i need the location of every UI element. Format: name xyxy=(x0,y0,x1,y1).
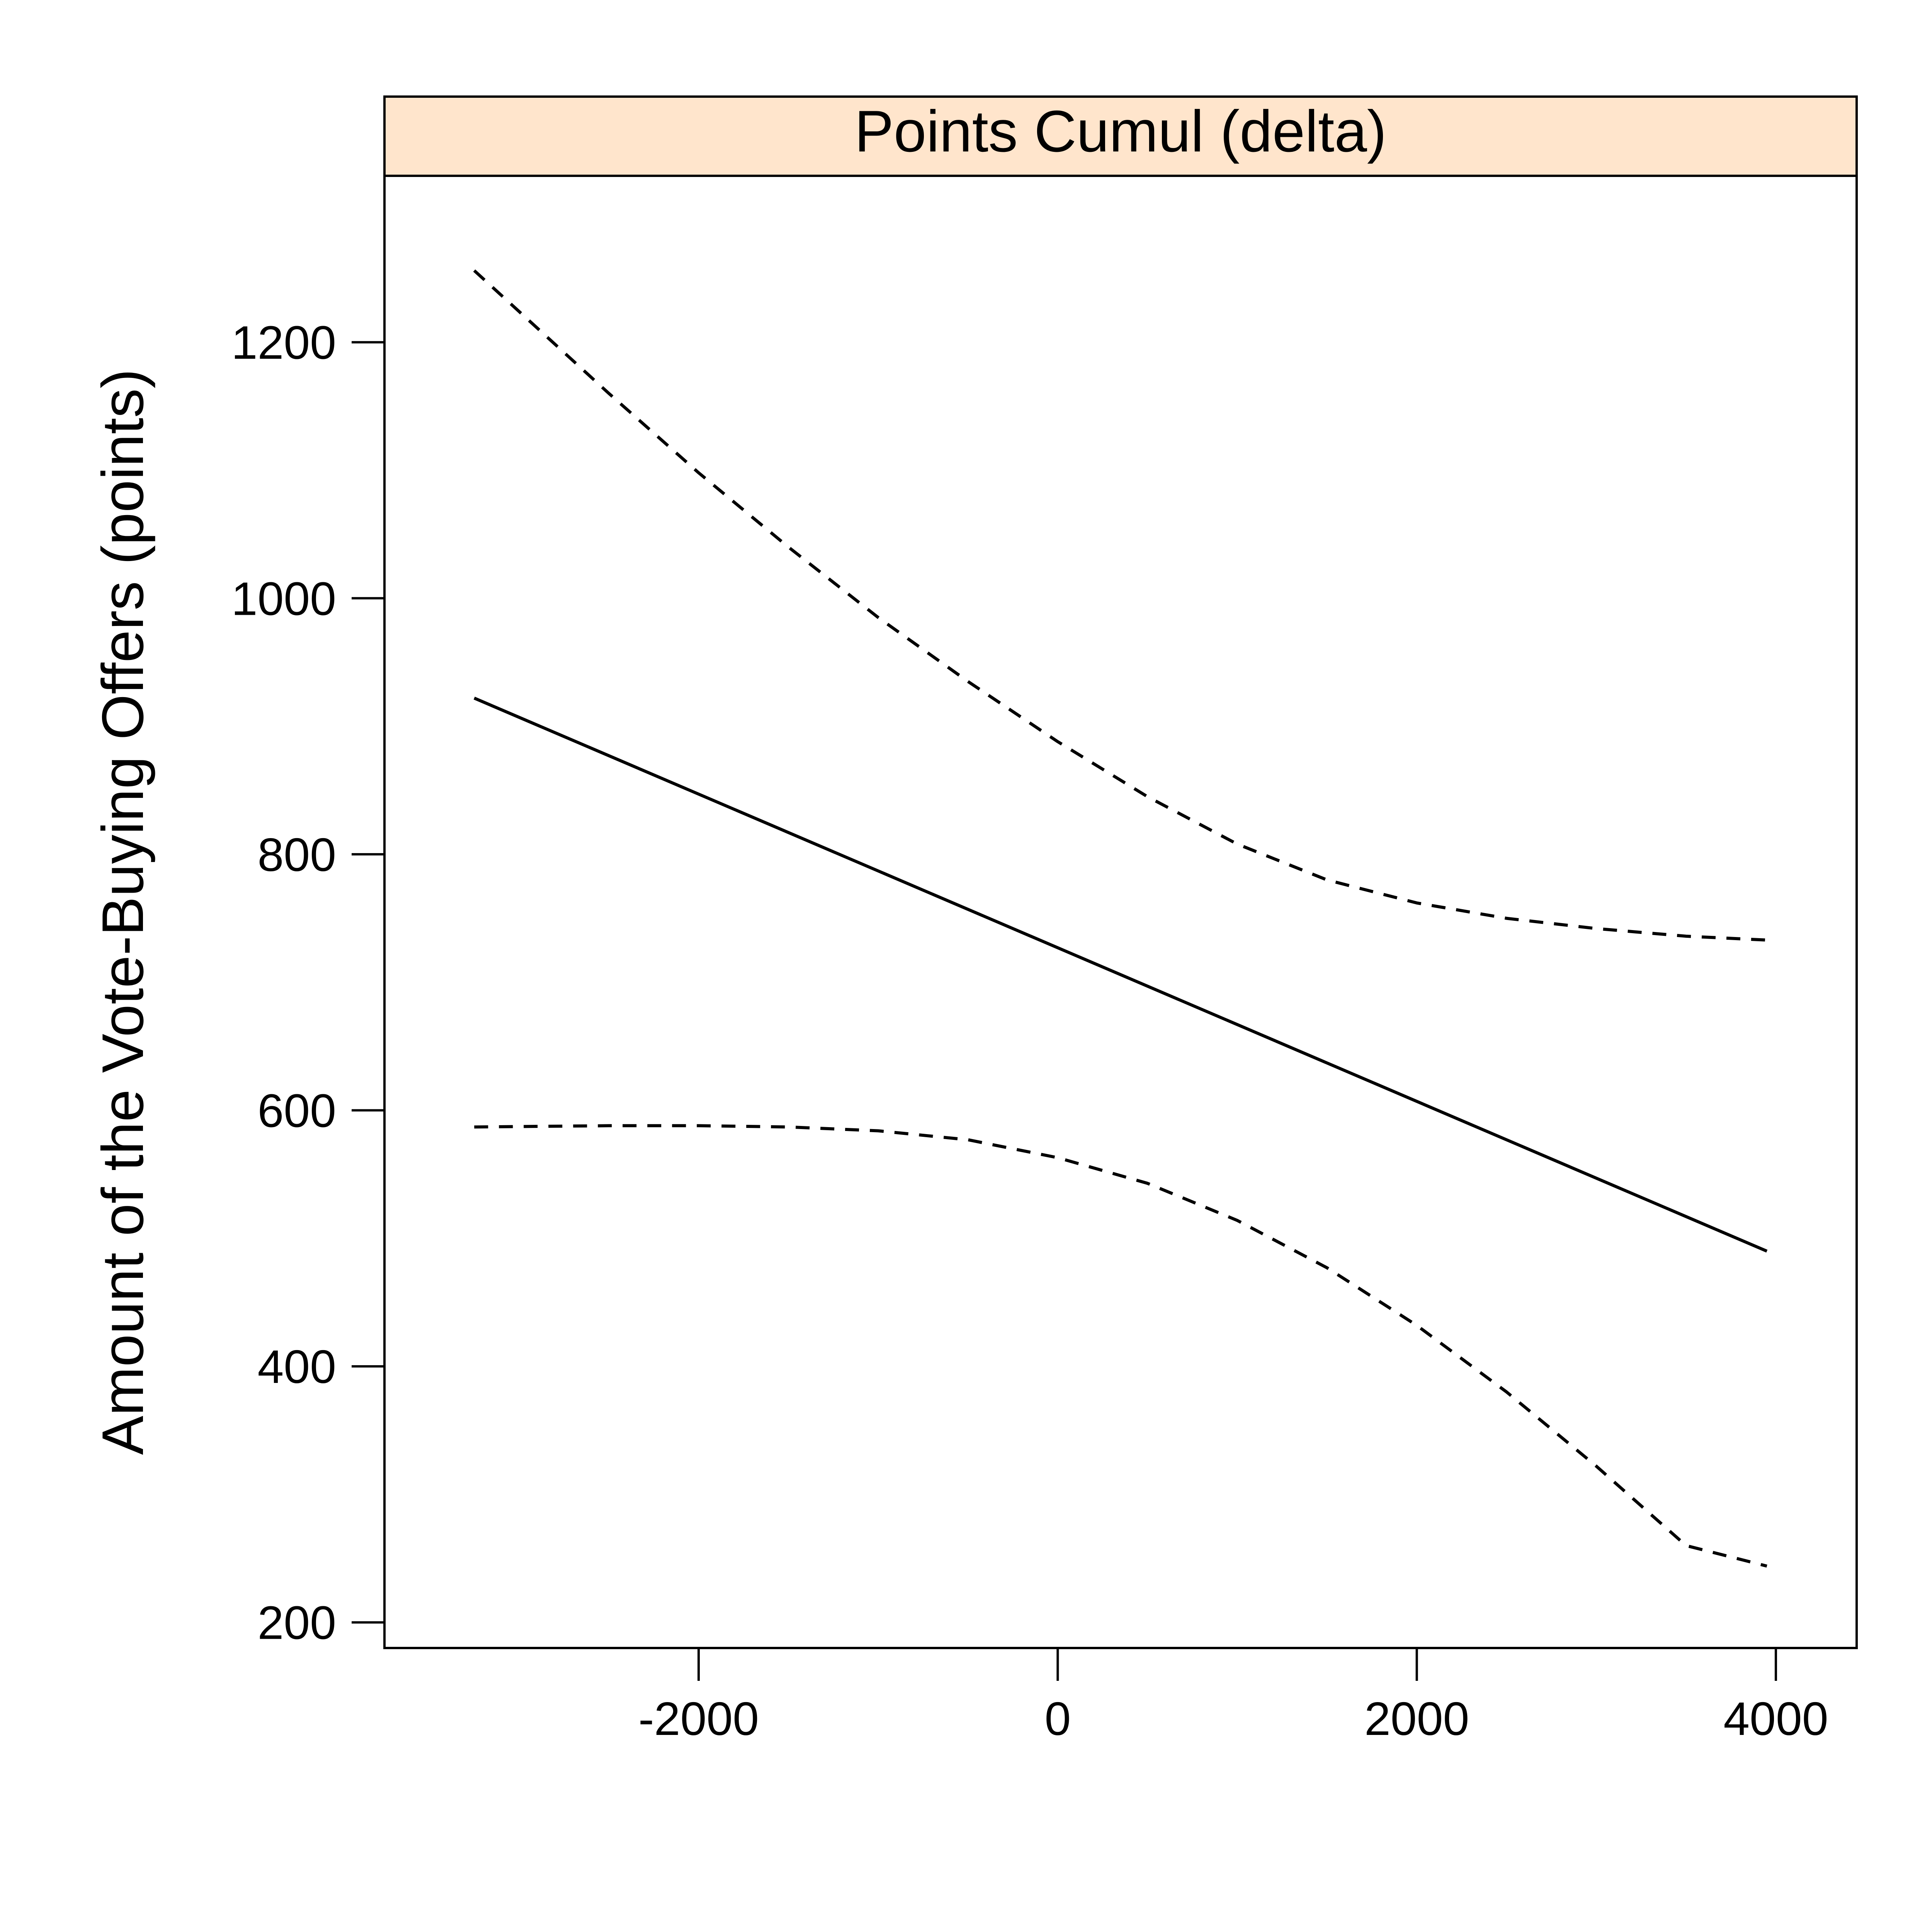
x-tick-label: 2000 xyxy=(1364,1692,1469,1745)
y-axis-label: Amount of the Vote-Buying Offers (points… xyxy=(90,369,156,1455)
y-tick-label: 200 xyxy=(257,1597,336,1649)
series-line-1 xyxy=(473,269,1767,942)
y-axis: 200 400 600 800 1000 1200 xyxy=(231,316,384,1649)
x-axis: -2000 0 2000 4000 xyxy=(638,1648,1828,1745)
panel-title: Points Cumul (delta) xyxy=(855,99,1387,164)
series-line-0 xyxy=(473,697,1768,1253)
plot-frame xyxy=(383,175,1858,1649)
x-tick-label: 4000 xyxy=(1723,1692,1828,1745)
y-tick-label: 400 xyxy=(257,1340,336,1393)
y-tick-label: 600 xyxy=(257,1085,336,1137)
series-line-2 xyxy=(474,1124,1767,1568)
x-tick-label: -2000 xyxy=(638,1692,759,1745)
y-tick-label: 800 xyxy=(257,828,336,881)
y-tick-label: 1000 xyxy=(231,572,336,625)
y-tick-label: 1200 xyxy=(231,316,336,369)
x-tick-label: 0 xyxy=(1044,1692,1071,1745)
strip-background xyxy=(383,95,1858,177)
series-lines xyxy=(473,269,1768,1568)
